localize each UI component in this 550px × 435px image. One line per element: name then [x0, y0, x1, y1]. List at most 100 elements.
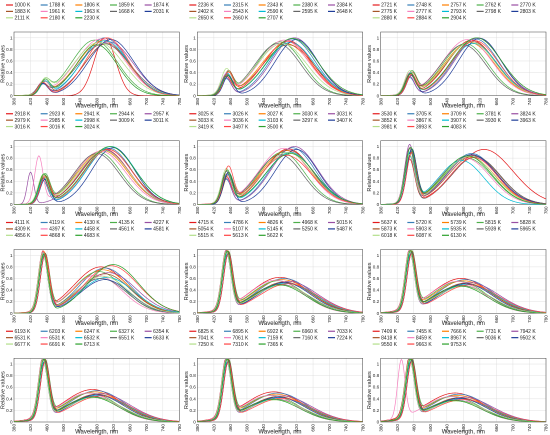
x-tick-label: 460: [228, 206, 233, 214]
legend-entry: 2315 K: [233, 3, 250, 9]
x-tick-label: 660: [311, 97, 316, 105]
legend-entry: 6203 K: [49, 329, 66, 335]
y-tick-label: 0.4: [189, 70, 196, 75]
y-tick-label: 0.2: [6, 82, 13, 87]
series-line: [14, 147, 180, 205]
legend-entry: 6130 K: [451, 233, 468, 239]
y-tick-label: 0.2: [189, 408, 196, 413]
plot-frame: [380, 140, 547, 205]
series-line: [380, 250, 546, 314]
y-tick-label: 0.6: [373, 385, 380, 390]
y-tick-label: 1: [10, 362, 13, 367]
chart-panel: 0 0.2 0.4 0.6 0.8 1 380 420 460 500 540 580 620 660 70…: [1, 111, 182, 218]
series-line: [14, 252, 180, 314]
plot-frame: [197, 358, 363, 423]
x-axis-label: Wavelength, nm: [75, 212, 118, 218]
series-line: [380, 153, 546, 205]
plot-frame: [13, 249, 180, 314]
series-line: [197, 39, 363, 96]
legend-entry: 5250 K: [302, 227, 319, 233]
x-tick-label: 620: [477, 315, 482, 323]
x-axis-label: Wavelength, nm: [442, 212, 485, 218]
legend-entry: 1883 K: [15, 9, 32, 15]
series-line: [380, 360, 546, 422]
legend-entry: 4968 K: [302, 220, 319, 226]
y-tick-label: 0.4: [189, 288, 196, 293]
x-tick-label: 460: [228, 97, 233, 105]
plot-frame: [197, 140, 363, 205]
y-tick-label: 0.8: [189, 373, 196, 378]
y-tick-label: 0.4: [373, 396, 380, 401]
x-tick-label: 740: [160, 315, 165, 323]
x-axis-label: Wavelength, nm: [258, 430, 301, 435]
y-tick-label: 0.4: [6, 179, 13, 184]
legend-entry: 3709 K: [451, 111, 468, 117]
y-tick-label: 0.8: [373, 373, 380, 378]
legend-entry: 7310 K: [233, 342, 250, 348]
legend-entry: 3781 K: [485, 111, 502, 117]
plot-frame: [197, 31, 363, 96]
legend-entry: 5015 K: [337, 220, 354, 226]
x-tick-label: 500: [61, 97, 66, 105]
legend-entry: 9753 K: [451, 342, 468, 348]
x-tick-label: 420: [28, 97, 33, 105]
legend-entry: 3867 K: [416, 118, 433, 124]
legend-entry: 5515 K: [198, 233, 215, 239]
legend-entry: 1859 K: [119, 3, 136, 9]
x-tick-label: 780: [177, 315, 182, 323]
series-line: [380, 148, 546, 205]
series-line: [14, 39, 180, 96]
legend-entry: 6551 K: [119, 335, 136, 341]
legend-entry: 5965 K: [520, 227, 537, 233]
series-line: [197, 361, 363, 422]
x-tick-label: 780: [544, 206, 549, 214]
x-tick-label: 380: [195, 424, 200, 432]
legend-entry: 9036 K: [485, 335, 502, 341]
legend-entry: 7731 K: [485, 329, 502, 335]
series-line: [197, 38, 363, 96]
legend-entry: 2957 K: [153, 111, 170, 117]
y-tick-label: 0.2: [373, 299, 380, 304]
legend-entry: 3824 K: [520, 111, 537, 117]
legend-entry: 7159 K: [267, 335, 284, 341]
legend-entry: 5613 K: [233, 233, 250, 239]
x-tick-label: 540: [78, 315, 83, 323]
x-tick-label: 380: [378, 315, 383, 323]
legend-entry: 4135 K: [119, 220, 136, 226]
legend-entry: 3963 K: [520, 118, 537, 124]
legend-entry: 2384 K: [337, 3, 354, 9]
series-line: [14, 359, 180, 422]
series-line: [197, 361, 363, 422]
x-axis-label: Wavelength, nm: [258, 103, 301, 109]
y-tick-label: 0.8: [189, 47, 196, 52]
plot-frame: [380, 358, 547, 423]
y-tick-label: 0.8: [6, 156, 13, 161]
legend-entry: 2757 K: [451, 3, 468, 9]
legend-entry: 2660 K: [233, 16, 250, 22]
legend-entry: 3407 K: [337, 118, 354, 124]
x-tick-label: 460: [411, 206, 416, 214]
legend-entry: 7409 K: [381, 329, 398, 335]
x-tick-label: 700: [144, 424, 149, 432]
x-tick-label: 700: [511, 206, 516, 214]
legend-entry: 9663 K: [416, 342, 433, 348]
legend-entry: 6633 K: [153, 335, 170, 341]
x-tick-label: 420: [211, 424, 216, 432]
legend-entry: 3033 K: [198, 118, 215, 124]
x-tick-label: 420: [28, 315, 33, 323]
legend-entry: 2648 K: [337, 9, 354, 15]
x-tick-label: 780: [544, 97, 549, 105]
legend-entry: 1000 K: [15, 3, 32, 9]
legend-entry: 3930 K: [485, 118, 502, 124]
legend-entry: 7365 K: [267, 342, 284, 348]
x-axis-label: Wavelength, nm: [75, 430, 118, 435]
series-line: [380, 252, 546, 314]
legend-entry: 3009 K: [119, 118, 136, 124]
y-tick-label: 0.4: [6, 288, 13, 293]
legend-entry: 4130 K: [84, 220, 101, 226]
legend-entry: 4561 K: [119, 227, 136, 233]
legend-entry: 3852 K: [381, 118, 398, 124]
x-tick-label: 540: [444, 424, 449, 432]
series-line: [14, 42, 180, 96]
legend-entry: 5487 K: [337, 227, 354, 233]
